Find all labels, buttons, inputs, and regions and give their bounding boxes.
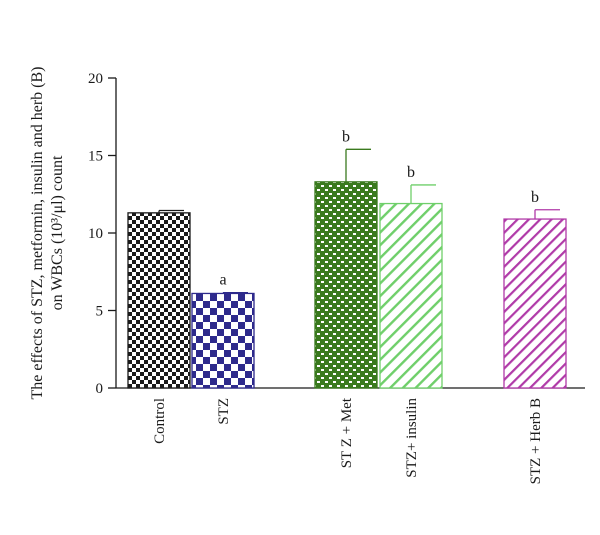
x-tick-label-3: ST Z + Met: [339, 397, 355, 468]
y-ticks: 0 5 10 15 20: [88, 71, 116, 397]
bars: [127, 181, 567, 389]
y-axis-label-line-2: on WBCs (10³/μl) count: [49, 155, 66, 310]
bar-2: [191, 292, 255, 389]
significance-labels: a b b b: [219, 128, 539, 288]
x-tick-label-1: Control: [152, 398, 168, 444]
y-axis-title: The effects of STZ, metformin, insulin a…: [29, 67, 66, 400]
y-tick-label: 0: [96, 381, 104, 397]
bar-1: [127, 212, 191, 389]
y-tick-label: 15: [88, 149, 103, 165]
y-tick-label: 20: [88, 71, 103, 87]
bar-5: [503, 218, 567, 389]
bar-4: [379, 202, 443, 389]
x-tick-label-2: STZ: [216, 398, 232, 425]
x-tick-labels: Control STZ ST Z + Met STZ+ insulin STZ + He…: [152, 397, 544, 484]
y-tick-label: 5: [96, 304, 104, 320]
y-axis-label-line-1: The effects of STZ, metformin, insulin a…: [29, 67, 46, 400]
error-bars: [158, 148, 560, 294]
x-tick-label-5: STZ + Herb B: [528, 398, 544, 484]
significance-label-3: b: [342, 128, 350, 145]
significance-label-4: b: [407, 164, 415, 181]
significance-label-2: a: [219, 272, 226, 289]
y-tick-label: 10: [88, 226, 103, 242]
bar-3: [314, 181, 378, 389]
significance-label-5: b: [531, 189, 539, 206]
x-tick-label-4: STZ+ insulin: [404, 398, 420, 478]
